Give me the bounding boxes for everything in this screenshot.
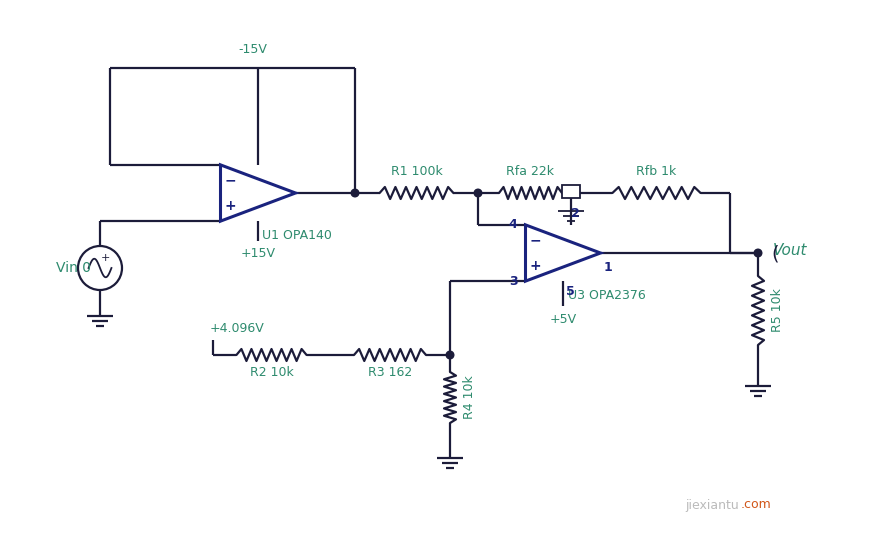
- Text: +: +: [225, 199, 236, 213]
- Text: Rfb 1k: Rfb 1k: [636, 165, 677, 178]
- Text: 5: 5: [566, 285, 574, 298]
- Text: R1 100k: R1 100k: [391, 165, 442, 178]
- Text: +: +: [100, 253, 109, 263]
- Text: +4.096V: +4.096V: [210, 322, 265, 335]
- Text: Vout: Vout: [773, 242, 807, 257]
- Text: +15V: +15V: [241, 247, 275, 260]
- Text: 3: 3: [509, 275, 518, 287]
- Text: +: +: [530, 258, 541, 273]
- Text: −: −: [225, 173, 236, 187]
- Text: −: −: [530, 233, 541, 247]
- Text: jiexiantu: jiexiantu: [685, 499, 739, 511]
- Circle shape: [754, 249, 762, 257]
- Text: R5 10k: R5 10k: [771, 289, 784, 333]
- Text: R3 162: R3 162: [368, 365, 412, 379]
- Text: (: (: [771, 245, 779, 263]
- Text: +5V: +5V: [549, 312, 576, 326]
- Text: U1 OPA140: U1 OPA140: [262, 229, 332, 242]
- Text: Vin 0: Vin 0: [56, 261, 91, 275]
- Circle shape: [474, 189, 481, 197]
- Text: Rfa 22k: Rfa 22k: [507, 165, 554, 178]
- Text: U3 OPA2376: U3 OPA2376: [568, 289, 646, 302]
- Circle shape: [351, 189, 359, 197]
- Text: R4 10k: R4 10k: [463, 375, 476, 419]
- Text: R2 10k: R2 10k: [249, 365, 294, 379]
- Text: -15V: -15V: [239, 43, 268, 56]
- Text: 2: 2: [571, 207, 580, 220]
- Circle shape: [446, 351, 454, 359]
- Text: .com: .com: [741, 499, 772, 511]
- Text: 4: 4: [508, 218, 518, 231]
- Bar: [562, 185, 580, 198]
- Text: 1: 1: [603, 261, 613, 274]
